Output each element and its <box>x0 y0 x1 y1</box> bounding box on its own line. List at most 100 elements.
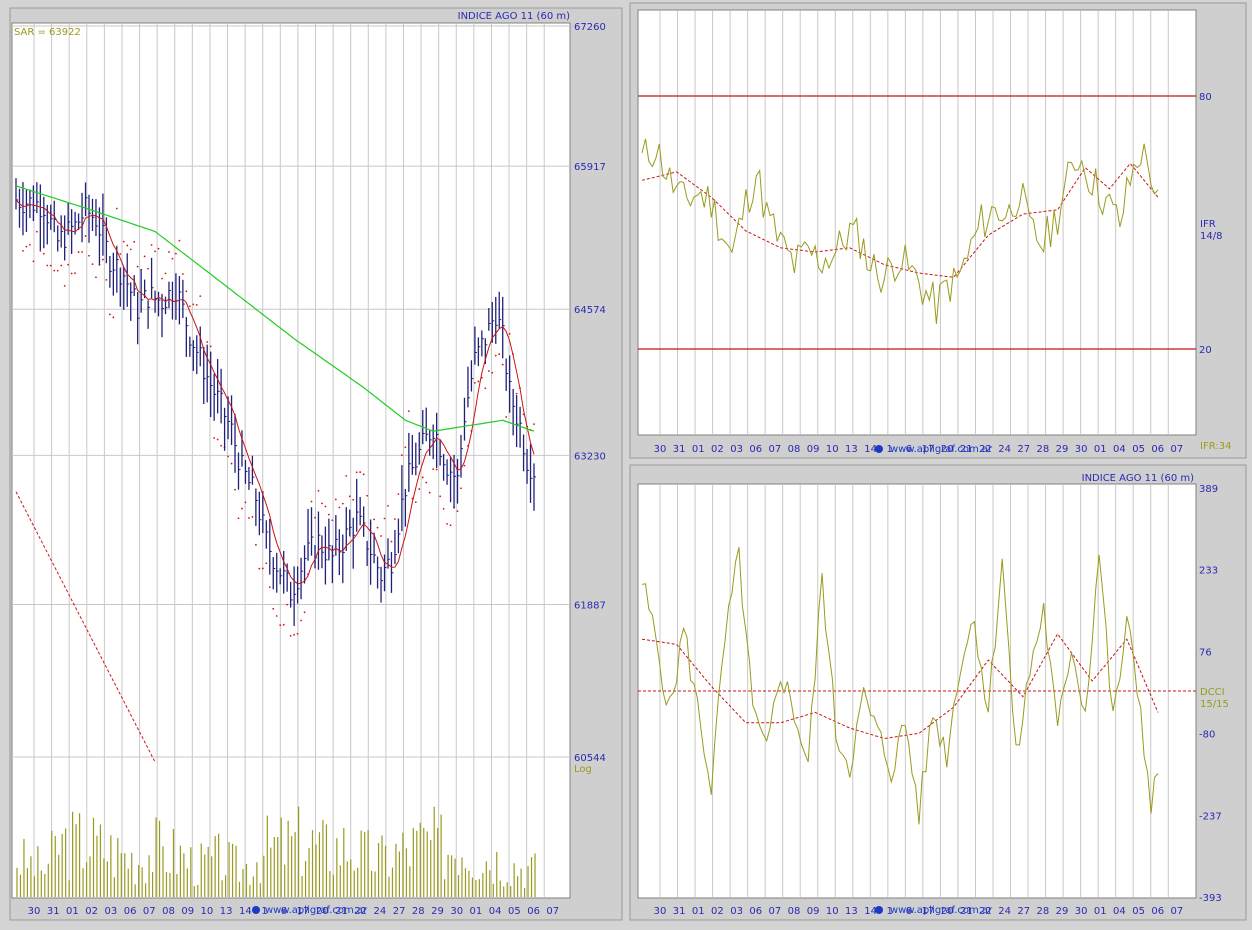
sar-dot <box>449 524 452 527</box>
cci-watermark-logo-icon <box>875 906 883 914</box>
x-tick-label: 13 <box>220 906 233 917</box>
x-tick-label: 01 <box>1094 906 1107 917</box>
sar-dot <box>331 519 334 522</box>
x-tick-label: 30 <box>28 906 41 917</box>
sar-dot <box>261 567 264 570</box>
rsi-series-params: 14/8 <box>1200 231 1222 242</box>
x-tick-label: 07 <box>768 906 781 917</box>
sar-dot <box>390 540 393 543</box>
sar-dot <box>310 500 313 503</box>
rsi-y-axis: 80 20 <box>1199 92 1212 356</box>
sar-dot <box>53 269 56 272</box>
sar-dot <box>473 381 476 384</box>
sar-dot <box>293 633 296 636</box>
sar-dot <box>39 249 42 252</box>
x-tick-label: 28 <box>1036 444 1049 455</box>
sar-dot <box>171 257 174 260</box>
sar-dot <box>70 272 73 275</box>
sar-dot <box>421 476 424 479</box>
sar-dot <box>42 252 45 255</box>
cci-chart-title: INDICE AGO 11 (60 m) <box>1082 473 1194 484</box>
x-tick-label: 14 <box>239 906 252 917</box>
sar-dot <box>355 471 358 474</box>
y-tick-label: -80 <box>1199 729 1215 740</box>
volume-bars <box>16 806 536 897</box>
sar-dot <box>477 380 480 383</box>
sar-dot <box>397 493 400 496</box>
sar-dot <box>463 464 466 467</box>
x-tick-label: 02 <box>711 906 724 917</box>
sar-dot <box>147 267 150 270</box>
sar-dot <box>178 239 181 242</box>
x-tick-label: 29 <box>1056 906 1069 917</box>
y-tick-label: 20 <box>1199 345 1212 356</box>
rsi-corner-label: IFR:34 <box>1200 441 1231 452</box>
sar-dot <box>244 501 247 504</box>
sar-dot <box>373 518 375 521</box>
sar-dot <box>112 316 115 319</box>
sar-dot <box>129 248 132 251</box>
x-tick-label: 06 <box>749 444 762 455</box>
x-tick-label: 07 <box>768 444 781 455</box>
price-panel[interactable]: 67260 65917 64574 63230 61887 60544 30 31 01 02 0… <box>9 7 623 921</box>
rsi-line <box>641 138 1159 324</box>
price-plot-area <box>11 22 571 899</box>
sar-dot <box>175 252 177 255</box>
sar-dot <box>425 481 428 484</box>
sar-dot <box>498 353 501 356</box>
x-tick-label: 27 <box>1017 444 1030 455</box>
x-tick-label: 31 <box>673 444 686 455</box>
x-tick-label: 07 <box>143 906 156 917</box>
rsi-series-label: IFR <box>1200 219 1216 230</box>
x-tick-label: 29 <box>1056 444 1069 455</box>
x-tick-label: 1 <box>887 444 893 455</box>
rsi-watermark-text: www.apligraf.com.ar <box>890 444 993 455</box>
sar-dot <box>119 253 122 255</box>
sar-dot <box>157 247 160 250</box>
sar-dot <box>63 285 66 287</box>
sar-dot <box>508 332 511 335</box>
sar-dot <box>133 240 136 243</box>
x-tick-label: 22 <box>979 444 992 455</box>
sar-dot <box>414 501 417 504</box>
cci-series-params: 15/15 <box>1200 699 1229 710</box>
x-tick-label: 21 <box>960 444 973 455</box>
sar-dot <box>380 535 382 537</box>
sar-dot <box>338 506 341 509</box>
x-tick-label: 20 <box>941 906 954 917</box>
sar-dot <box>435 468 438 471</box>
sar-dot <box>25 245 28 248</box>
x-tick-label: 01 <box>692 444 705 455</box>
x-tick-label: 14 <box>864 444 877 455</box>
sar-dot <box>289 635 292 637</box>
watermark-text: www.apligraf.com.ar <box>265 905 368 916</box>
sar-dot <box>359 471 362 473</box>
sar-dot <box>515 392 518 395</box>
price-x-axis: 30 31 01 02 03 06 07 08 09 10 13 14 1 6 17 20 21 22 24 27 28… <box>28 906 560 917</box>
sar-dot <box>387 504 389 507</box>
sar-dot <box>91 263 94 266</box>
x-tick-label: 06 <box>1151 906 1164 917</box>
sar-dot <box>491 371 494 374</box>
sar-dot <box>115 207 118 210</box>
x-tick-label: 05 <box>1132 444 1145 455</box>
sar-dot <box>324 505 327 508</box>
x-tick-label: 30 <box>1075 906 1088 917</box>
price-y-axis: 67260 65917 64574 63230 61887 60544 <box>574 22 606 764</box>
log-scale-label[interactable]: Log <box>574 764 592 775</box>
x-tick-label: 1 <box>887 906 893 917</box>
sar-dot <box>185 290 188 293</box>
rsi-x-axis: 30 31 01 02 03 06 07 08 09 10 13 14 1 6 17 20 21 22 24 27 28… <box>654 444 1184 455</box>
sar-dot <box>254 543 257 546</box>
x-tick-label: 02 <box>85 906 98 917</box>
rsi-panel[interactable]: 80 20 30 31 01 02 03 06 07 08 09 10 13 14 1 6 17 20 21 22 2… <box>629 2 1247 459</box>
sar-dot <box>88 254 90 257</box>
sar-dot <box>418 488 421 490</box>
sar-annotation: SAR = 63922 <box>14 27 81 38</box>
x-tick-label: 30 <box>654 444 667 455</box>
sar-dot <box>432 468 435 471</box>
rsi-plot-area <box>637 9 1197 436</box>
sar-dot <box>484 387 487 390</box>
x-tick-label: 09 <box>807 444 820 455</box>
